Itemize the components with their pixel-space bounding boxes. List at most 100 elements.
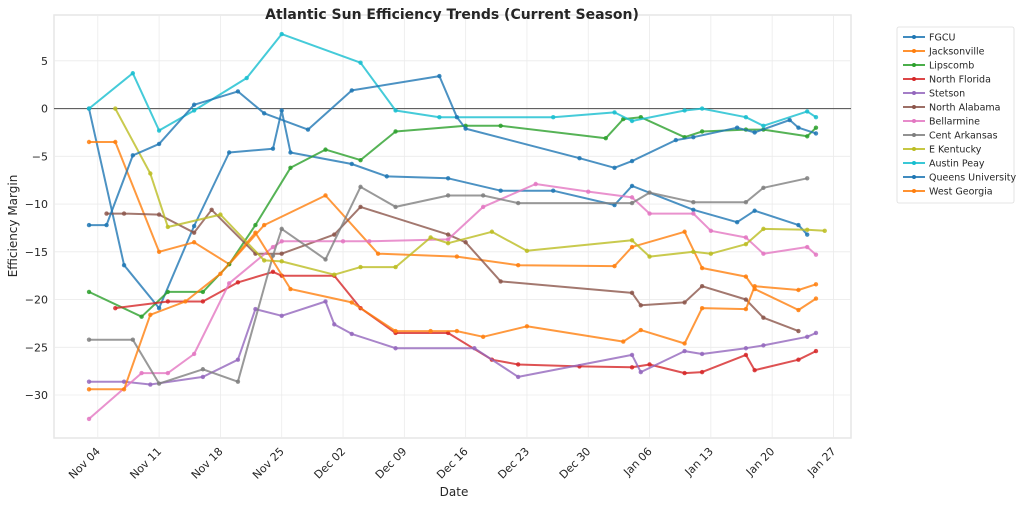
data-point-queens-university	[463, 126, 468, 131]
data-point-bellarmine	[647, 211, 652, 216]
data-point-north-florida	[682, 370, 687, 376]
series-bellarmine	[86, 181, 819, 422]
data-point-bellarmine	[691, 211, 696, 216]
legend-marker	[912, 105, 916, 109]
data-point-cent-arkansas	[629, 200, 635, 206]
data-point-lipscomb	[323, 147, 328, 152]
data-point-north-alabama	[209, 207, 214, 212]
data-point-fgcu	[752, 208, 757, 213]
data-point-north-florida	[796, 357, 801, 362]
data-point-west-georgia	[480, 334, 486, 339]
data-point-austin-peay	[761, 123, 766, 128]
data-point-e-kentucky	[428, 235, 433, 240]
data-point-fgcu	[445, 176, 451, 181]
series-stetson	[86, 299, 819, 387]
legend-item-north-florida: North Florida	[903, 75, 991, 86]
data-point-queens-university	[752, 130, 757, 135]
data-point-bellarmine	[191, 351, 197, 357]
data-point-west-georgia	[253, 230, 258, 235]
data-point-cent-arkansas	[200, 367, 206, 372]
data-point-austin-peay	[813, 114, 819, 120]
data-point-north-florida	[647, 362, 652, 367]
data-point-lipscomb	[139, 314, 144, 319]
data-point-e-kentucky	[261, 258, 267, 263]
data-point-west-georgia	[524, 324, 530, 329]
data-point-e-kentucky	[822, 228, 827, 233]
data-point-austin-peay	[437, 114, 442, 120]
data-point-north-alabama	[279, 251, 284, 256]
legend-label: Queens University	[929, 173, 1016, 184]
legend-marker	[912, 189, 916, 193]
x-tick-label: Jan 27	[804, 445, 838, 479]
legend-item-lipscomb: Lipscomb	[903, 61, 974, 72]
data-point-west-georgia	[349, 300, 354, 305]
legend-item-bellarmine: Bellarmine	[903, 117, 980, 128]
data-point-jacksonville	[699, 265, 705, 271]
data-point-cent-arkansas	[515, 200, 521, 206]
data-point-queens-university	[86, 222, 92, 228]
data-point-stetson	[279, 313, 284, 318]
data-point-stetson	[323, 299, 328, 304]
data-point-cent-arkansas	[805, 176, 810, 181]
data-point-west-georgia	[621, 339, 626, 344]
data-point-fgcu	[551, 188, 556, 193]
x-tick-label: Dec 16	[434, 445, 471, 482]
data-point-austin-peay	[86, 106, 92, 111]
data-point-north-alabama	[638, 303, 644, 308]
legend-label: FGCU	[929, 33, 955, 44]
legend-item-e-kentucky: E Kentucky	[903, 145, 982, 156]
data-point-cent-arkansas	[743, 199, 749, 205]
data-point-fgcu	[805, 232, 810, 237]
legend-item-stetson: Stetson	[903, 89, 965, 100]
data-point-cent-arkansas	[480, 193, 486, 198]
data-point-bellarmine	[340, 239, 346, 244]
data-point-e-kentucky	[761, 226, 766, 232]
data-point-bellarmine	[761, 251, 766, 256]
data-point-lipscomb	[288, 165, 293, 170]
x-tick-label: Nov 25	[250, 445, 287, 482]
data-point-stetson	[515, 374, 521, 380]
data-point-fgcu	[279, 108, 284, 113]
data-point-cent-arkansas	[130, 337, 136, 342]
data-point-stetson	[332, 322, 337, 327]
data-point-lipscomb	[699, 129, 705, 134]
data-point-bellarmine	[139, 370, 144, 376]
data-point-e-kentucky	[279, 259, 284, 264]
data-point-bellarmine	[367, 239, 372, 244]
data-point-jacksonville	[86, 139, 92, 145]
data-point-stetson	[349, 331, 354, 337]
legend: FGCU Jacksonville Lipscomb North Florida Ste…	[896, 26, 1016, 204]
data-point-e-kentucky	[148, 171, 153, 176]
data-point-e-kentucky	[489, 229, 495, 234]
data-point-queens-university	[577, 156, 582, 161]
data-point-stetson	[638, 369, 644, 375]
data-point-jacksonville	[191, 240, 197, 245]
data-point-queens-university	[349, 88, 354, 93]
plot-area	[53, 14, 852, 439]
data-point-austin-peay	[551, 114, 556, 120]
legend-item-queens-university: Queens University	[903, 173, 1016, 184]
data-point-queens-university	[673, 137, 679, 143]
x-tick-label: Nov 18	[189, 445, 226, 482]
x-tick-label: Dec 02	[312, 445, 349, 482]
data-point-bellarmine	[708, 228, 714, 233]
data-point-north-alabama	[682, 300, 687, 305]
x-axis-label: Date	[440, 485, 469, 499]
data-point-north-florida	[200, 299, 206, 304]
legend-item-austin-peay: Austin Peay	[903, 159, 985, 170]
data-point-north-alabama	[463, 240, 468, 245]
data-point-bellarmine	[226, 281, 232, 286]
data-point-jacksonville	[813, 296, 819, 301]
data-point-north-alabama	[498, 279, 503, 284]
data-point-lipscomb	[86, 289, 92, 295]
x-tick-label: Jan 20	[743, 445, 777, 479]
data-point-north-florida	[270, 269, 276, 275]
y-tick-label: 5	[41, 55, 48, 68]
data-point-stetson	[813, 330, 819, 336]
series-line-fgcu	[88, 108, 808, 310]
data-point-north-florida	[699, 369, 705, 375]
y-tick-label: −10	[25, 198, 48, 211]
series-austin-peay	[86, 31, 819, 133]
legend-label: Cent Arkansas	[929, 131, 998, 142]
